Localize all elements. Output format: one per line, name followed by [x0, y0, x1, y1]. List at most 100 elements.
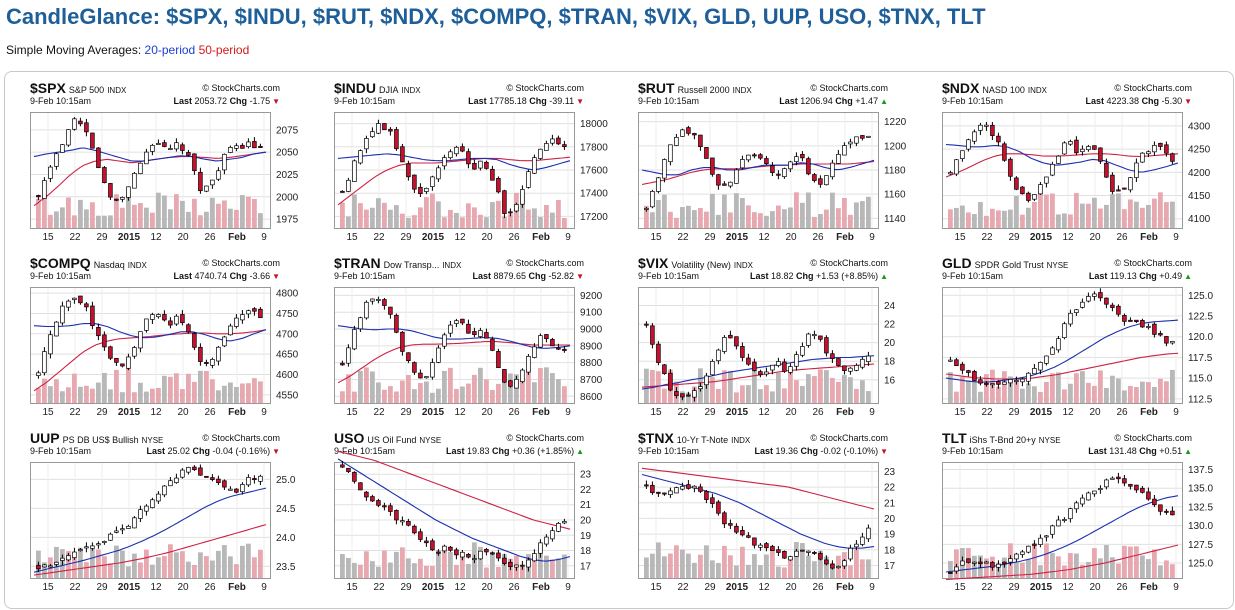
candle	[1110, 304, 1115, 308]
chart-symbol[interactable]: UUP	[30, 430, 60, 446]
y-tick-label: 23	[580, 470, 592, 481]
chart-symbol[interactable]: TLT	[942, 430, 967, 446]
volume-bar	[758, 213, 763, 228]
chart-panel-tran[interactable]: $TRAN Dow Transp... INDX © StockCharts.com 9…	[334, 255, 634, 430]
volume-bar	[388, 386, 393, 403]
chart-panel-uup[interactable]: UUP PS DB US$ Bullish NYSE © StockCharts.co…	[30, 430, 330, 605]
candle	[222, 480, 227, 488]
candle	[1080, 497, 1085, 505]
volume-bar	[358, 564, 363, 578]
candle	[1038, 184, 1043, 195]
candle	[662, 364, 667, 374]
y-tick-label: 132.5	[1188, 502, 1213, 513]
candle	[1026, 545, 1031, 553]
chart-symbol[interactable]: GLD	[942, 255, 972, 271]
volume-bar	[472, 207, 477, 228]
x-tick-label: 22	[69, 407, 81, 418]
chart-symbol[interactable]: USO	[334, 430, 365, 446]
volume-bar	[216, 550, 221, 578]
chart-symbol[interactable]: $VIX	[638, 255, 669, 271]
last-label: Last	[779, 96, 801, 106]
x-tick-label: Feb	[228, 232, 246, 243]
candle	[996, 563, 1001, 568]
sma50-line	[641, 467, 875, 510]
candle	[996, 135, 1001, 143]
chart-symbol[interactable]: $COMPQ	[30, 255, 91, 271]
sma20-line	[945, 319, 1179, 383]
last-value: 1206.94	[800, 96, 836, 106]
x-tick-label: 20	[177, 232, 189, 243]
candle	[788, 366, 793, 373]
chart-symbol[interactable]: $SPX	[30, 80, 66, 96]
volume-bar	[650, 212, 655, 228]
volume-bar	[544, 367, 549, 403]
candle	[198, 467, 203, 476]
volume-bar	[680, 207, 685, 228]
volume-bar	[1020, 562, 1025, 578]
volume-bar	[818, 550, 823, 578]
volume-bar	[400, 547, 405, 578]
chart-panel-tlt[interactable]: TLT iShs T-Bnd 20+y NYSE © StockCharts.com 9…	[942, 430, 1235, 605]
candle	[794, 354, 799, 367]
volume-bar	[562, 386, 567, 403]
volume-bar	[984, 215, 989, 228]
candle	[508, 380, 513, 387]
volume-bar	[222, 385, 227, 403]
candle	[1020, 551, 1025, 555]
volume-bar	[72, 215, 77, 228]
candle	[1140, 320, 1145, 328]
chart-header: GLD SPDR Gold Trust NYSE © StockCharts.com	[942, 255, 1192, 271]
x-tick-label: 2015	[1030, 582, 1053, 593]
chart-panel-compq[interactable]: $COMPQ Nasdaq INDX © StockCharts.com 9-Feb 1…	[30, 255, 330, 430]
chart-panel-vix[interactable]: $VIX Volatility (New) INDX © StockCharts.co…	[638, 255, 938, 430]
candle	[1092, 293, 1097, 297]
x-tick-label: 2015	[726, 232, 749, 243]
x-tick-label: 29	[1008, 232, 1020, 243]
last-value: 17785.18	[489, 96, 530, 106]
chart-symbol[interactable]: $INDU	[334, 80, 377, 96]
chart-name: 10-Yr T-Note	[676, 435, 729, 445]
candle	[698, 386, 703, 390]
volume-bar	[430, 193, 435, 228]
candlestick-chart: 4800 4750 4700 4650 4600 4550 15 22 29 2015 12 20 26…	[30, 287, 299, 418]
volume-bar	[376, 198, 381, 228]
volume-bar	[1044, 381, 1049, 403]
chart-panel-indu[interactable]: $INDU DJIA INDX © StockCharts.com 9-Feb 10:1…	[334, 80, 634, 255]
chg-value: +1.47	[855, 96, 879, 106]
chart-panel-ndx[interactable]: $NDX NASD 100 INDX © StockCharts.com 9-Feb 1…	[942, 80, 1235, 255]
chart-symbol[interactable]: $TRAN	[334, 255, 381, 271]
x-tick-label: 22	[677, 407, 689, 418]
candle	[1038, 361, 1043, 371]
sma50-line	[945, 153, 1179, 178]
chart-symbol[interactable]: $NDX	[942, 80, 980, 96]
candle	[824, 337, 829, 354]
volume-bar	[860, 380, 865, 403]
candle	[722, 337, 727, 352]
chart-panel-gld[interactable]: GLD SPDR Gold Trust NYSE © StockCharts.com 9…	[942, 255, 1235, 430]
candle	[668, 372, 673, 391]
candle	[854, 543, 859, 548]
chart-symbol[interactable]: $RUT	[638, 80, 675, 96]
chart-panel-uso[interactable]: USO US Oil Fund NYSE © StockCharts.com 9-Feb…	[334, 430, 634, 605]
chart-panel-rut[interactable]: $RUT Russell 2000 INDX © StockCharts.com 9-F…	[638, 80, 938, 255]
volume-bar	[1170, 564, 1175, 578]
volume-bar	[722, 194, 727, 228]
volume-bar	[734, 392, 739, 403]
chart-header: UUP PS DB US$ Bullish NYSE © StockCharts.co…	[30, 430, 280, 446]
x-tick-label: 15	[42, 232, 54, 243]
volume-bar	[544, 555, 549, 578]
chart-header: $TRAN Dow Transp... INDX © StockCharts.com	[334, 255, 584, 271]
chart-symbol[interactable]: $TNX	[638, 430, 674, 446]
chart-panel-spx[interactable]: $SPX S&P 500 INDX © StockCharts.com 9-Feb 10…	[30, 80, 330, 255]
candle	[418, 531, 423, 540]
candle	[376, 299, 381, 301]
candle	[1014, 380, 1019, 382]
volume-bar	[758, 389, 763, 403]
candle	[728, 523, 733, 526]
volume-bar	[72, 557, 77, 578]
candle	[948, 172, 953, 175]
chart-panel-tnx[interactable]: $TNX 10-Yr T-Note INDX © StockCharts.com 9-F…	[638, 430, 938, 605]
volume-bar	[1086, 203, 1091, 228]
x-tick-label: 15	[954, 407, 966, 418]
volume-bar	[806, 555, 811, 578]
